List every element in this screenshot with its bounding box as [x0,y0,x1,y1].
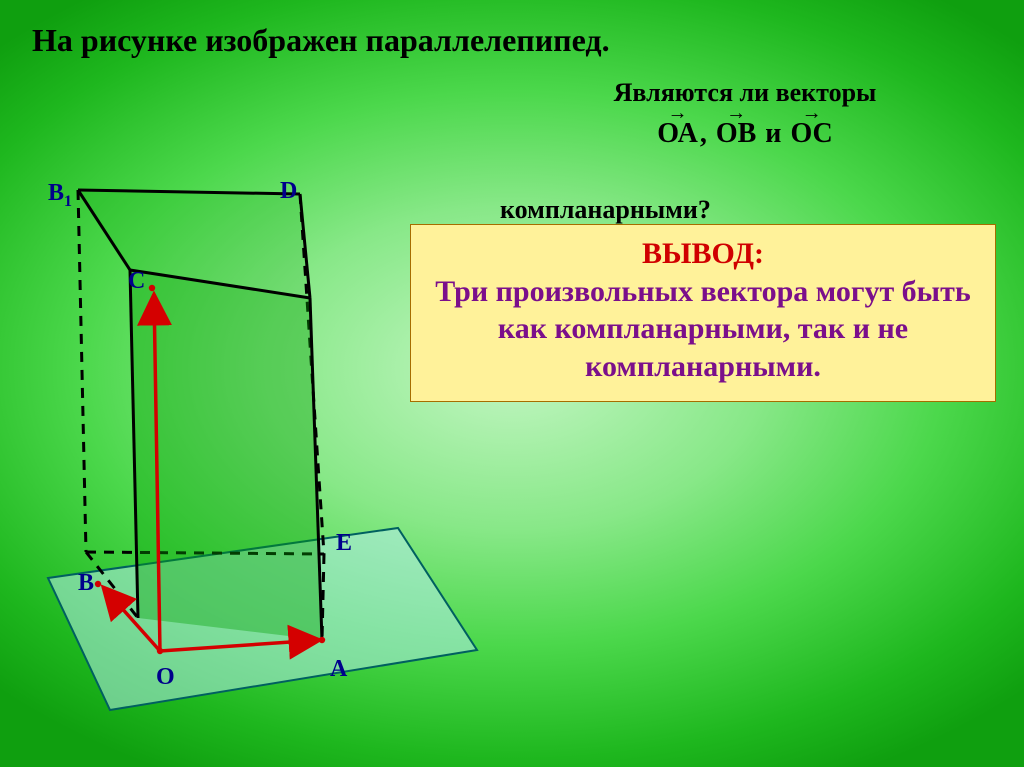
sep: и [758,118,788,149]
callout-body: Три произвольных вектора могут быть как … [429,273,977,386]
sep: , [700,118,714,149]
callout-heading: ВЫВОД: [429,235,977,273]
vertex-label-B: В [78,570,94,597]
question-block: Являются ли векторы ОА, ОВ и ОС [510,78,980,150]
vector-oc: ОС [788,118,834,150]
vertex-label-C: С [128,268,145,295]
question-line-3: компланарными? [500,195,711,225]
vector-ob: ОВ [714,118,758,150]
vertex-label-E: E [336,530,352,557]
vector-list: ОА, ОВ и ОС [655,118,835,150]
vertex-label-B1: В1 [48,180,72,211]
vertex-label-O: О [156,664,175,691]
vertex-label-A: А [330,656,347,683]
parallelepiped-diagram: В1 D С E В О А [20,170,500,740]
vertex-label-D: D [280,178,297,205]
page-title: На рисунке изображен параллелепипед. [32,22,610,59]
vector-oa: ОА [655,118,700,150]
